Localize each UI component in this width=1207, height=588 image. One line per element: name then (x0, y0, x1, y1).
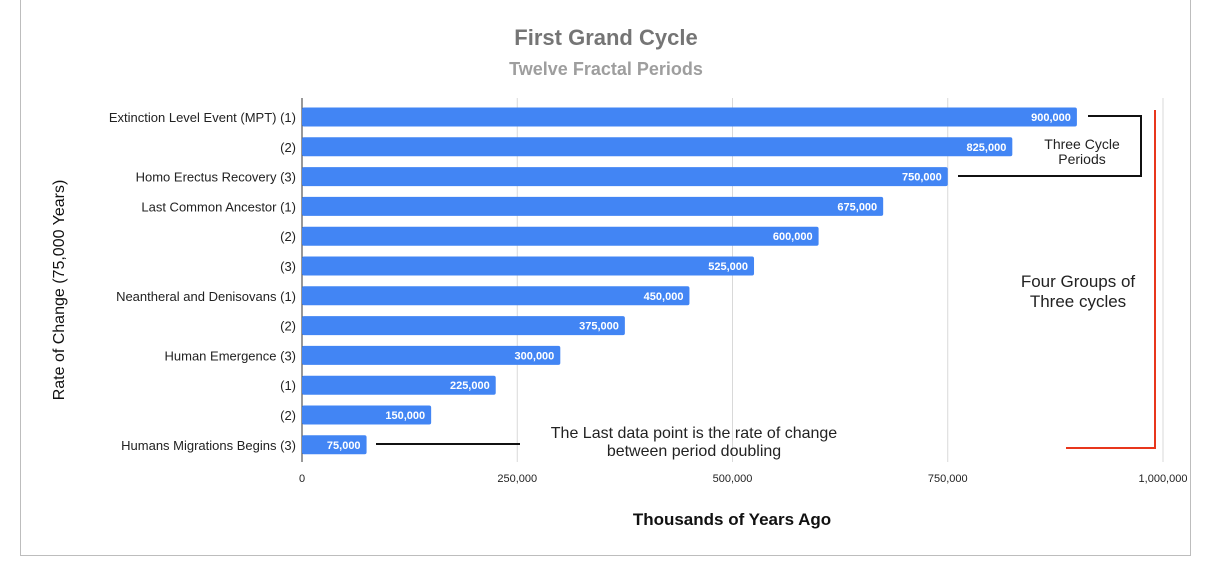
bar-value-label: 525,000 (708, 261, 748, 273)
category-label: (1) (280, 378, 296, 393)
category-label: (2) (280, 140, 296, 155)
bar[interactable] (302, 375, 496, 395)
category-label: Neantheral and Denisovans (1) (116, 289, 296, 304)
three-cycle-bracket (958, 115, 1142, 177)
bar-value-label: 600,000 (773, 231, 813, 243)
bar[interactable] (302, 345, 561, 365)
category-label: Extinction Level Event (MPT) (1) (109, 110, 296, 125)
bar-value-label: 150,000 (385, 410, 425, 422)
x-tick-label: 750,000 (928, 473, 968, 485)
bar[interactable] (302, 405, 432, 425)
category-label: (2) (280, 319, 296, 334)
last-point-annotation: The Last data point is the rate of chang… (551, 425, 838, 460)
bar[interactable] (302, 137, 1013, 157)
bar[interactable] (302, 226, 819, 246)
y-axis-title: Rate of Change (75,000 Years) (51, 180, 68, 401)
bar-value-label: 825,000 (967, 142, 1007, 154)
bar-value-label: 450,000 (644, 291, 684, 303)
bar-value-label: 75,000 (327, 440, 361, 452)
chart-frame (20, 0, 1191, 556)
category-label: Homo Erectus Recovery (3) (136, 170, 296, 185)
bar[interactable] (302, 256, 755, 276)
bar[interactable] (302, 107, 1077, 127)
bar-value-label: 375,000 (579, 321, 619, 333)
bar-value-label: 225,000 (450, 380, 490, 392)
bar-value-label: 900,000 (1031, 112, 1071, 124)
category-label: (2) (280, 229, 296, 244)
x-tick-label: 500,000 (713, 473, 753, 485)
four-groups-annotation: Four Groups of Three cycles (1021, 272, 1136, 311)
bar[interactable] (302, 435, 367, 455)
category-label: Humans Migrations Begins (3) (121, 438, 296, 453)
category-label: Last Common Ancestor (1) (141, 199, 296, 214)
category-label: Human Emergence (3) (165, 348, 297, 363)
bar-value-label: 300,000 (515, 350, 555, 362)
bar[interactable] (302, 316, 625, 336)
category-label: (2) (280, 408, 296, 423)
chart-subtitle: Twelve Fractal Periods (509, 59, 703, 79)
bar[interactable] (302, 196, 884, 216)
chart-title: First Grand Cycle (514, 25, 697, 50)
bar[interactable] (302, 167, 948, 187)
category-label: (3) (280, 259, 296, 274)
bar-value-label: 675,000 (837, 201, 877, 213)
bar-value-label: 750,000 (902, 172, 942, 184)
three-cycle-annotation: Three Cycle Periods (1044, 136, 1120, 167)
x-tick-label: 1,000,000 (1139, 473, 1188, 485)
four-groups-bracket (1066, 110, 1156, 449)
bar[interactable] (302, 286, 690, 306)
x-tick-label: 0 (299, 473, 305, 485)
x-axis-title: Thousands of Years Ago (633, 510, 831, 529)
x-tick-label: 250,000 (497, 473, 537, 485)
